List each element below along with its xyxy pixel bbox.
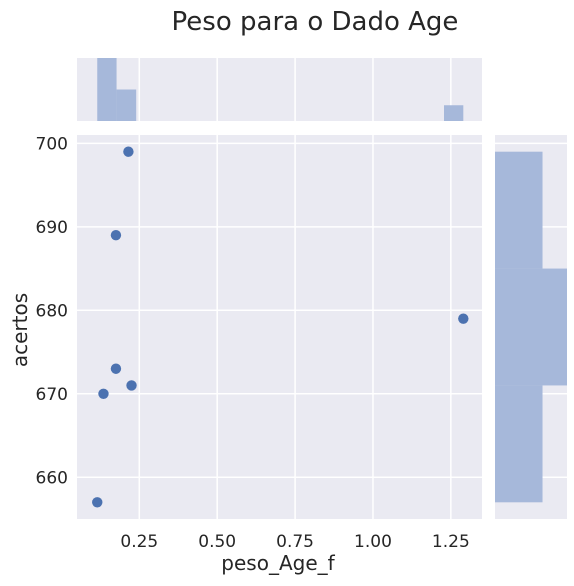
scatter-point bbox=[92, 497, 102, 507]
scatter-point bbox=[111, 364, 121, 374]
y-tick-label: 670 bbox=[36, 385, 68, 405]
x-hist-bar bbox=[97, 58, 116, 121]
scatter-point bbox=[98, 389, 108, 399]
x-tick-label: 1.00 bbox=[354, 532, 392, 552]
x-hist-bar bbox=[444, 105, 463, 121]
y-tick-label: 680 bbox=[36, 301, 68, 321]
y-tick-label: 700 bbox=[36, 134, 68, 154]
scatter-point bbox=[111, 230, 121, 240]
main-plot-area bbox=[77, 135, 482, 519]
y-tick-label: 660 bbox=[36, 468, 68, 488]
scatter-point bbox=[458, 313, 468, 323]
y-tick-label: 690 bbox=[36, 218, 68, 238]
chart-title: Peso para o Dado Age bbox=[172, 7, 459, 37]
scatter-point bbox=[126, 380, 136, 390]
y-axis-label: acertos bbox=[8, 293, 32, 367]
x-tick-label: 0.75 bbox=[276, 532, 314, 552]
x-axis-label: peso_Age_f bbox=[221, 551, 335, 575]
scatter-point bbox=[123, 146, 133, 156]
x-tick-label: 1.25 bbox=[432, 532, 470, 552]
y-hist-bar bbox=[495, 152, 543, 269]
x-tick-label: 0.25 bbox=[120, 532, 158, 552]
y-hist-bar bbox=[495, 385, 543, 502]
x-tick-label: 0.50 bbox=[198, 532, 236, 552]
x-hist-bar bbox=[117, 90, 137, 122]
y-hist-bar bbox=[495, 269, 567, 386]
x-marginal-area bbox=[77, 58, 482, 121]
